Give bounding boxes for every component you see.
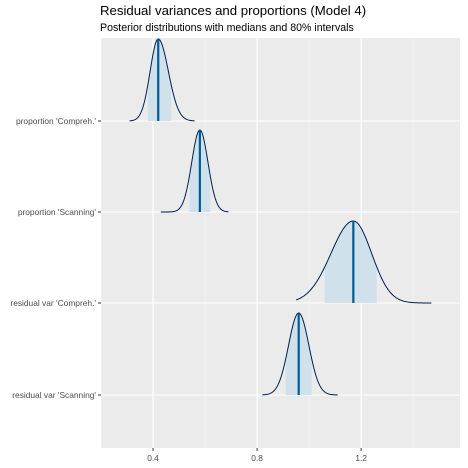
y-tick-label: proportion 'Scanning' bbox=[18, 207, 97, 217]
density-curve bbox=[129, 38, 195, 122]
x-tick-label: 1.2 bbox=[355, 453, 367, 463]
y-tick-label: residual var 'Compreh.' bbox=[10, 298, 96, 308]
x-tick-label: 0.4 bbox=[147, 453, 159, 463]
y-tick-label: residual var 'Scanning' bbox=[12, 390, 96, 400]
interval-80-area bbox=[147, 39, 172, 122]
density-curve bbox=[295, 220, 432, 304]
axes: proportion 'Compreh.' proportion 'Scannin… bbox=[10, 116, 367, 463]
interval-80-area bbox=[324, 221, 377, 303]
density-curve bbox=[160, 129, 229, 213]
chart-subtitle: Posterior distributions with medians and… bbox=[100, 22, 354, 34]
ridge-3 bbox=[262, 312, 338, 396]
x-tick-label: 0.8 bbox=[251, 453, 263, 463]
ridge-1 bbox=[160, 129, 229, 213]
ridge-2 bbox=[295, 220, 432, 304]
density-ridges bbox=[129, 38, 432, 396]
chart-title: Residual variances and proportions (Mode… bbox=[100, 3, 367, 18]
ridge-0 bbox=[129, 38, 195, 122]
y-tick-label: proportion 'Compreh.' bbox=[16, 116, 96, 126]
density-curve bbox=[262, 312, 338, 396]
